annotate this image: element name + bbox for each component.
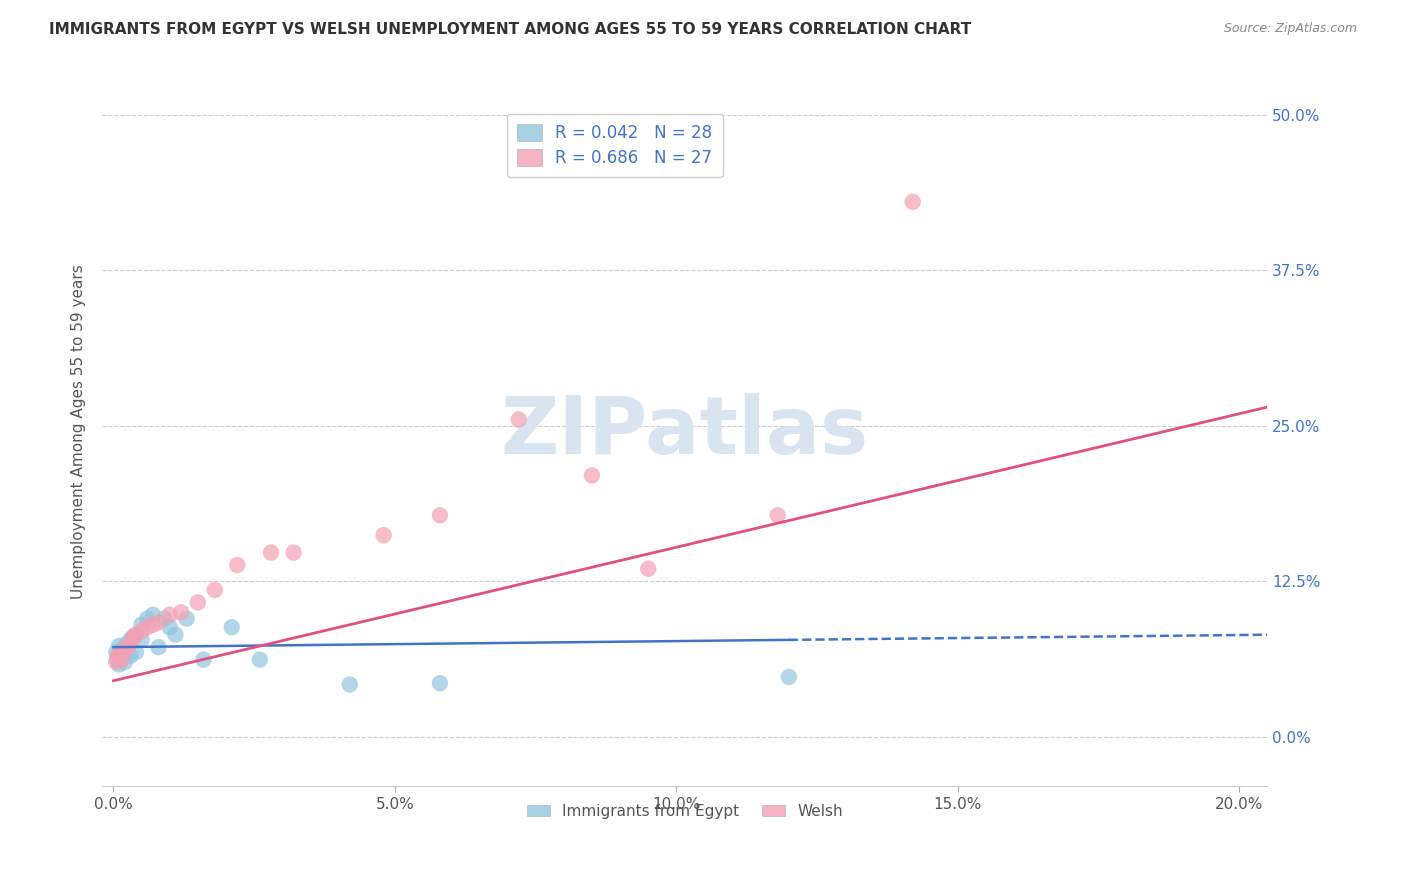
Point <box>283 546 305 560</box>
Point <box>111 652 134 666</box>
Point <box>120 632 142 647</box>
Point <box>114 655 136 669</box>
Point <box>117 640 139 655</box>
Point <box>125 628 148 642</box>
Point <box>120 648 142 663</box>
Point <box>901 194 924 209</box>
Legend: Immigrants from Egypt, Welsh: Immigrants from Egypt, Welsh <box>520 797 849 825</box>
Point <box>159 620 181 634</box>
Point <box>637 562 659 576</box>
Point <box>111 648 134 663</box>
Point <box>260 546 283 560</box>
Point <box>131 632 153 647</box>
Y-axis label: Unemployment Among Ages 55 to 59 years: Unemployment Among Ages 55 to 59 years <box>72 265 86 599</box>
Text: Source: ZipAtlas.com: Source: ZipAtlas.com <box>1223 22 1357 36</box>
Point <box>107 648 129 663</box>
Point <box>120 636 142 650</box>
Point <box>581 468 603 483</box>
Point <box>125 628 148 642</box>
Point <box>339 677 361 691</box>
Point <box>142 617 165 632</box>
Point <box>429 508 451 523</box>
Point <box>108 648 131 663</box>
Point <box>131 617 153 632</box>
Point <box>187 595 209 609</box>
Point <box>114 640 136 655</box>
Point <box>122 630 145 644</box>
Point <box>114 642 136 657</box>
Point <box>136 611 159 625</box>
Point <box>165 628 187 642</box>
Point <box>148 640 170 655</box>
Point <box>125 645 148 659</box>
Point <box>193 652 215 666</box>
Point <box>108 639 131 653</box>
Point <box>249 652 271 666</box>
Point <box>105 645 128 659</box>
Point <box>105 655 128 669</box>
Point <box>108 657 131 672</box>
Point <box>107 652 129 666</box>
Text: ZIPatlas: ZIPatlas <box>501 393 869 471</box>
Point <box>226 558 249 572</box>
Point <box>373 528 395 542</box>
Point <box>142 607 165 622</box>
Point <box>204 582 226 597</box>
Text: IMMIGRANTS FROM EGYPT VS WELSH UNEMPLOYMENT AMONG AGES 55 TO 59 YEARS CORRELATIO: IMMIGRANTS FROM EGYPT VS WELSH UNEMPLOYM… <box>49 22 972 37</box>
Point <box>508 412 530 426</box>
Point <box>778 670 800 684</box>
Point <box>176 611 198 625</box>
Point <box>159 607 181 622</box>
Point <box>136 620 159 634</box>
Point <box>170 605 193 619</box>
Point <box>766 508 789 523</box>
Point <box>117 636 139 650</box>
Point <box>122 630 145 644</box>
Point <box>131 624 153 638</box>
Point <box>429 676 451 690</box>
Point <box>221 620 243 634</box>
Point <box>153 611 176 625</box>
Point <box>148 615 170 630</box>
